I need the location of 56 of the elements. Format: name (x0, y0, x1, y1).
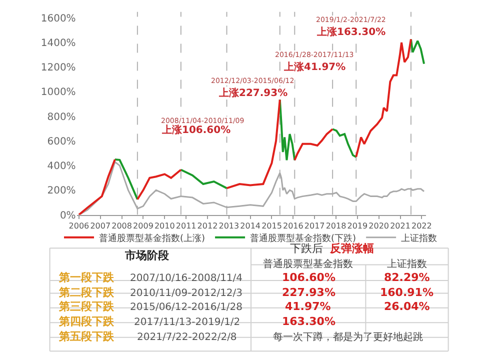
x-tick-label: 2013 (218, 221, 240, 230)
text: 普通股票型基金指数 (263, 258, 353, 270)
y-tick-label: 200% (47, 186, 76, 197)
text: 41.97% (285, 300, 331, 313)
annotation: 上涨227.93% (218, 87, 288, 99)
x-tick-label: 2020 (368, 221, 390, 230)
legend-label: 上证指数 (401, 232, 438, 244)
x-tick-label: 2009 (133, 221, 154, 230)
text: 第五段下跌 (58, 330, 115, 343)
x-tick-label: 2022 (412, 221, 432, 230)
y-tick-label: 400% (47, 161, 76, 172)
y-tick-label: 1400% (40, 38, 76, 50)
text: 160.91% (380, 286, 434, 299)
x-tick-label: 2014 (240, 221, 260, 230)
legend-label: 普通股票型基金指数(上涨) (99, 232, 206, 244)
x-tick-label: 2021 (390, 221, 410, 230)
text: 227.93% (282, 286, 336, 299)
text: 26.04% (384, 300, 430, 313)
text: 第三段下跌 (58, 300, 115, 313)
text: 2015/06/12-2016/1/28 (130, 302, 243, 313)
y-tick-label: 600% (47, 136, 76, 148)
text: 第四段下跌 (58, 315, 115, 328)
x-tick-label: 2017 (304, 221, 325, 230)
y-tick-label: 0% (60, 210, 76, 222)
text: 上证指数 (387, 258, 427, 270)
y-tick-label: 1600% (40, 13, 76, 24)
text: 第二段下跌 (58, 286, 115, 299)
text: 每一次下蹲，都是为了更好地起跳 (273, 331, 423, 343)
y-tick-label: 800% (47, 112, 76, 123)
text: 下跌后 (290, 242, 323, 255)
x-tick-label: 2008 (112, 221, 132, 230)
annotation: 上涨106.60% (161, 124, 231, 136)
x-tick-label: 2015 (262, 221, 282, 230)
x-tick-label: 2011 (176, 221, 196, 230)
text: 第一段下跌 (58, 271, 115, 284)
x-tick-label: 2010 (154, 221, 175, 230)
x-tick-label: 2007 (90, 221, 111, 230)
y-tick-label: 1000% (40, 87, 76, 98)
y-tick-label: 1200% (40, 62, 76, 74)
text: 2017/11/13-2019/1/2 (134, 317, 240, 328)
text: 2007/10/16-2008/11/4 (130, 273, 243, 284)
text: 163.30% (282, 315, 336, 328)
x-tick-label: 2016 (282, 221, 304, 230)
legend-label: 普通股票型基金指数(下跌) (250, 232, 356, 244)
x-tick-label: 2012 (197, 221, 218, 230)
text: 82.29% (384, 271, 430, 284)
annotation: 上涨41.97% (283, 61, 346, 73)
text: 106.60% (282, 271, 336, 284)
text: 市场阶段 (124, 249, 170, 262)
text: 2021/7/22-2022/2/8 (137, 332, 237, 343)
text: 2010/11/09-2012/12/3 (130, 288, 243, 299)
annotation: 上涨163.30% (316, 26, 386, 38)
x-tick-label: 2019 (347, 221, 368, 230)
text: 反弹涨幅 (329, 242, 374, 255)
x-tick-label: 2006 (68, 221, 90, 230)
x-tick-label: 2018 (326, 221, 346, 230)
